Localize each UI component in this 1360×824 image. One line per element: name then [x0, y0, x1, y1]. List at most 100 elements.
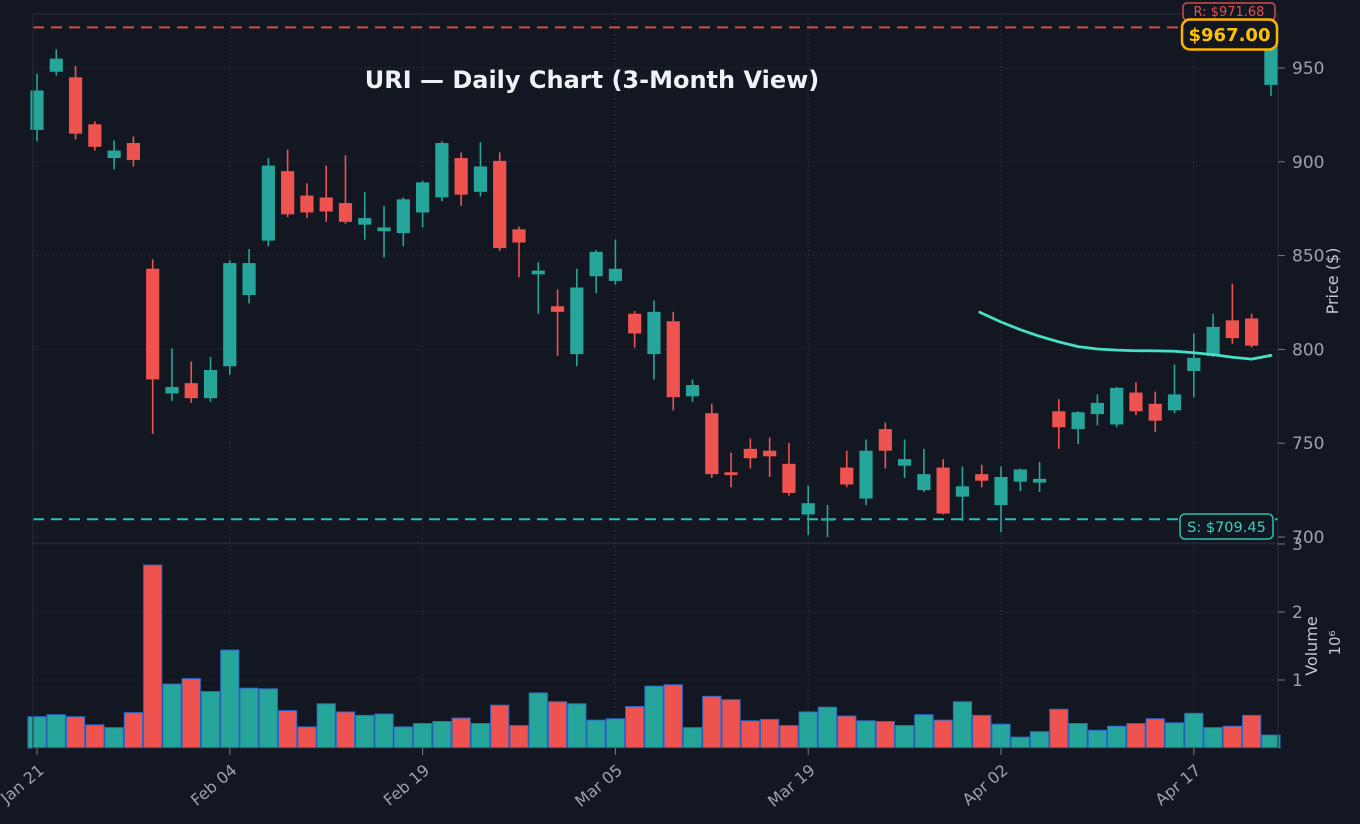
candles-layer	[30, 34, 1278, 537]
candle-up	[994, 476, 1008, 506]
candle-down	[454, 158, 468, 195]
volume-bar	[1049, 708, 1069, 749]
candle-up	[1090, 402, 1104, 415]
candle-up	[358, 218, 372, 225]
volume-bar	[952, 701, 973, 749]
candle-up	[203, 370, 218, 399]
candle-down	[878, 429, 892, 451]
volume-bar	[991, 723, 1011, 749]
candle-up	[1167, 394, 1182, 411]
candle-down	[1129, 392, 1143, 412]
volume-bar	[625, 706, 645, 749]
volume-bar	[663, 684, 683, 749]
volume-bar	[220, 649, 240, 749]
volume-bar	[817, 706, 838, 749]
volume-bar	[278, 710, 298, 749]
last-price-badge: $967.00	[1180, 18, 1279, 51]
candle-down	[1225, 320, 1239, 339]
candle-down	[936, 467, 950, 514]
price-tick-label: 950	[1292, 59, 1324, 79]
candle-down	[1052, 411, 1066, 428]
candle-down	[550, 306, 565, 312]
volume-bar	[143, 564, 163, 749]
volume-bar	[239, 687, 259, 749]
volume-bar	[162, 683, 182, 749]
candle-down	[975, 474, 989, 481]
candle-down	[281, 171, 295, 215]
last-price-badge-box	[1180, 18, 1279, 51]
volume-bar	[1261, 734, 1281, 749]
volume-bar	[779, 725, 799, 749]
volume-bar	[258, 688, 278, 749]
chart-title: URI — Daily Chart (3-Month View)	[365, 66, 820, 94]
candle-up	[608, 268, 622, 281]
candle-up	[1187, 357, 1201, 371]
volume-axis-label: Volume	[1302, 616, 1321, 676]
date-tick-label: Mar 19	[764, 761, 819, 811]
moving-average-layer	[978, 310, 1273, 361]
volume-bar	[451, 717, 471, 749]
volume-bar	[914, 714, 934, 749]
candle-down	[705, 413, 719, 475]
volume-bar	[374, 713, 394, 749]
candle-down	[782, 463, 796, 493]
volume-bar	[528, 692, 548, 749]
volume-bar	[470, 723, 491, 749]
volume-tick-label: 1	[1292, 671, 1303, 691]
volume-bar	[972, 714, 992, 749]
volume-bar	[355, 714, 375, 749]
volume-bar	[1184, 712, 1204, 749]
volume-bar	[65, 716, 86, 749]
volume-bar	[27, 716, 47, 749]
volume-bar	[875, 720, 895, 749]
price-axis-label: Price ($)	[1323, 248, 1342, 315]
candle-down	[184, 383, 198, 399]
candle-up	[570, 287, 584, 355]
candle-up	[165, 386, 179, 394]
candle-up	[396, 199, 410, 234]
volume-bar	[509, 725, 529, 749]
candle-down	[493, 160, 507, 249]
volume-bar	[1126, 723, 1146, 749]
candle-up	[473, 166, 488, 192]
volume-bar	[586, 719, 606, 749]
candle-down	[1245, 318, 1259, 346]
date-tick-label: Apr 17	[1151, 761, 1204, 810]
volume-bar	[644, 685, 664, 749]
date-tick-label: Jan 21	[0, 761, 48, 808]
volume-bar	[1242, 714, 1262, 749]
support-label: S: $709.45	[1179, 513, 1274, 540]
candle-up	[30, 90, 44, 130]
price-tick-label: 900	[1292, 153, 1324, 173]
volume-bar	[297, 726, 317, 749]
volume-bar	[335, 711, 356, 749]
volume-bar	[740, 720, 760, 749]
date-tick-label: Apr 02	[959, 761, 1012, 810]
candle-down	[300, 195, 314, 213]
candle-up	[589, 251, 603, 277]
candle-down	[724, 472, 738, 476]
candle-up	[49, 58, 63, 72]
price-tick-label: 850	[1292, 247, 1324, 267]
resistance-label: R: $971.68	[1182, 2, 1276, 21]
candle-down	[628, 313, 642, 334]
candle-up	[107, 150, 121, 159]
candle-up	[377, 227, 391, 232]
volume-bar	[123, 712, 144, 749]
price-tick-label: 700	[1292, 528, 1324, 548]
candle-up	[898, 459, 912, 466]
candle-up	[223, 263, 237, 367]
candle-down	[840, 467, 854, 485]
volume-bar	[1145, 718, 1165, 749]
volume-bar	[837, 715, 857, 749]
date-tick-label: Feb 19	[380, 761, 433, 810]
volume-bar	[702, 695, 722, 749]
volume-bar	[721, 699, 741, 749]
volume-bar	[895, 725, 915, 749]
last-price-badge-text: $967.00	[1189, 25, 1271, 46]
volume-tick-label: 2	[1292, 603, 1303, 623]
volume-bar	[567, 703, 587, 749]
candle-down	[146, 268, 160, 380]
